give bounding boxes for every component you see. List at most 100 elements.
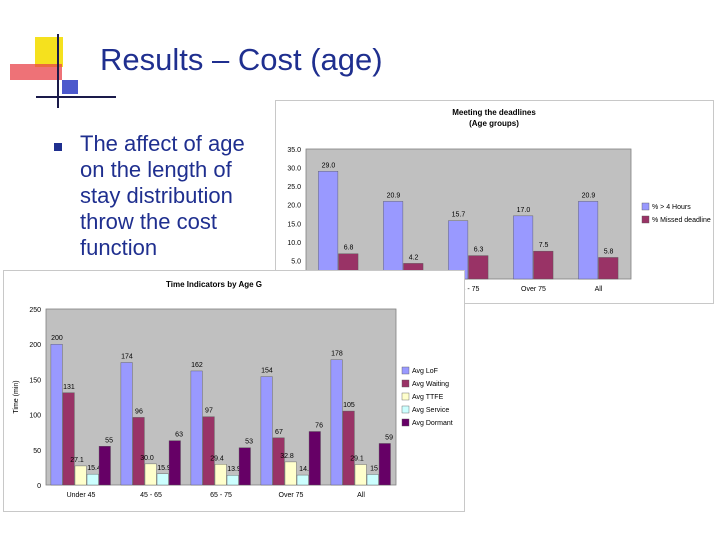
bullet-line: stay distribution xyxy=(80,183,233,208)
data-label: 20.9 xyxy=(582,192,596,199)
bullet-text: The affect of age on the length of stay … xyxy=(80,131,280,261)
data-label: 53 xyxy=(245,439,253,446)
y-tick-label: 50 xyxy=(33,448,41,455)
data-label: 17.0 xyxy=(517,207,531,214)
bar xyxy=(354,464,367,486)
data-label: 15.4 xyxy=(87,465,101,472)
data-label: 32.8 xyxy=(280,453,294,460)
data-label: 27.1 xyxy=(70,457,84,464)
legend-label: Avg LoF xyxy=(412,368,438,375)
legend-swatch xyxy=(641,215,650,224)
bar xyxy=(318,171,339,280)
bar xyxy=(190,370,203,486)
x-tick-label: All xyxy=(357,492,365,499)
decor-red-bar xyxy=(10,64,62,80)
time-indicators-chart: Time Indicators by Age G 0 50 100 150 200 250 T… xyxy=(3,270,465,512)
x-tick-label: Over 75 xyxy=(521,286,546,293)
data-label: 162 xyxy=(191,362,203,369)
bullet-marker xyxy=(54,143,62,151)
y-tick-label: 10.0 xyxy=(287,240,301,247)
y-tick-label: 30.0 xyxy=(287,166,301,173)
y-tick-label: 35.0 xyxy=(287,147,301,154)
data-label: 7.5 xyxy=(539,242,549,249)
legend-label: Avg TTFE xyxy=(412,394,444,401)
data-label: 5.8 xyxy=(604,248,614,255)
bar xyxy=(214,464,227,486)
bar xyxy=(378,443,391,486)
bullet-line: function xyxy=(80,235,158,260)
time-indicators-chart-svg: Time Indicators by Age G 0 50 100 150 200 250 T… xyxy=(13,280,453,499)
data-label: 6.3 xyxy=(474,247,484,254)
data-label: 20.9 xyxy=(387,192,401,199)
bar xyxy=(272,437,285,486)
decor-horizontal-line xyxy=(36,96,116,98)
data-label: 15 xyxy=(370,465,378,472)
slide-title: Results – Cost (age) xyxy=(100,42,383,77)
data-label: 30.0 xyxy=(140,455,154,462)
data-label: 14. xyxy=(299,466,309,473)
data-label: 15.9 xyxy=(157,465,171,472)
bar xyxy=(308,431,321,486)
legend-label: % Missed deadline xyxy=(652,217,711,224)
legend-label: Avg Service xyxy=(412,407,449,414)
data-label: 13.9 xyxy=(227,466,241,473)
bar xyxy=(62,392,75,486)
bar xyxy=(468,255,489,280)
y-tick-label: 25.0 xyxy=(287,184,301,191)
x-tick-label: 45 - 65 xyxy=(140,492,162,499)
bar xyxy=(168,440,181,486)
legend-label: Avg Waiting xyxy=(412,381,449,388)
x-tick-label: Under 45 xyxy=(67,492,96,499)
bar xyxy=(144,463,157,486)
bar xyxy=(284,461,297,486)
data-label: 55 xyxy=(105,437,113,444)
data-label: 174 xyxy=(121,354,133,361)
data-label: 97 xyxy=(205,408,213,415)
bar xyxy=(238,447,251,486)
y-tick-label: 150 xyxy=(29,377,41,384)
chart-title: Time Indicators by Age G xyxy=(166,280,262,289)
chart-subtitle: (Age groups) xyxy=(469,119,519,128)
bar xyxy=(74,465,87,486)
bar xyxy=(156,473,169,486)
legend-swatch xyxy=(401,379,410,388)
legend-swatch xyxy=(401,418,410,427)
data-label: 29.0 xyxy=(322,162,336,169)
x-tick-label: 65 - 75 xyxy=(458,286,480,293)
x-tick-label: 65 - 75 xyxy=(210,492,232,499)
decor-vertical-line xyxy=(57,34,59,108)
y-tick-label: 15.0 xyxy=(287,221,301,228)
legend-swatch xyxy=(401,392,410,401)
bar xyxy=(296,474,309,486)
data-label: 29.4 xyxy=(210,455,224,462)
bar xyxy=(578,201,599,280)
data-label: 6.8 xyxy=(344,245,354,252)
legend-label: % > 4 Hours xyxy=(652,204,691,211)
data-label: 154 xyxy=(261,368,273,375)
bar xyxy=(120,362,133,486)
bar xyxy=(260,376,273,486)
x-tick-label: All xyxy=(595,286,603,293)
data-label: 4.2 xyxy=(409,254,419,261)
bar xyxy=(366,474,379,486)
bullet-line: on the length of xyxy=(80,157,232,182)
bar xyxy=(98,446,111,486)
y-axis-label: Time (min) xyxy=(13,380,20,413)
legend-label: Avg Dormant xyxy=(412,420,453,427)
data-label: 105 xyxy=(343,402,355,409)
bar xyxy=(226,475,239,486)
data-label: 67 xyxy=(275,429,283,436)
bar xyxy=(330,359,343,486)
bar xyxy=(533,250,554,280)
decor-blue-square xyxy=(62,80,78,94)
y-tick-label: 0 xyxy=(37,483,41,490)
data-label: 178 xyxy=(331,351,343,358)
bullet-line: The affect of age xyxy=(80,131,245,156)
bar xyxy=(202,416,215,486)
legend-swatch xyxy=(401,405,410,414)
y-tick-label: 5.0 xyxy=(291,258,301,265)
legend-swatch xyxy=(641,202,650,211)
data-label: 76 xyxy=(315,422,323,429)
bar xyxy=(86,473,99,486)
bar xyxy=(383,201,404,280)
